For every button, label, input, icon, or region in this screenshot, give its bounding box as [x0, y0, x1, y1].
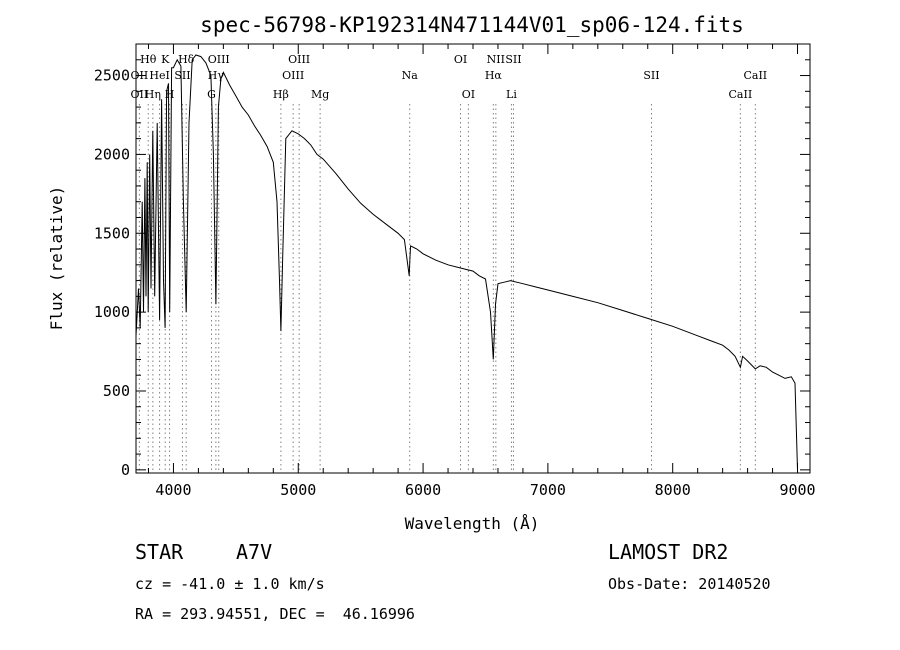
line-marker-label: K	[161, 53, 170, 66]
line-marker-label: Hγ	[208, 69, 225, 82]
object-class: STAR	[135, 540, 184, 564]
axis-ticks: 4000 5000 6000 7000 8000 9000 0 500 1000 1500 2000…	[94, 44, 816, 499]
line-marker-label: OIII	[288, 53, 310, 66]
x-tick-label: 4000	[155, 481, 191, 499]
x-tick-label: 6000	[405, 481, 441, 499]
line-marker-label: CaII	[743, 69, 767, 82]
y-tick-label: 0	[121, 461, 130, 479]
line-marker-label: SII	[643, 69, 659, 82]
line-marker-label: Hη	[145, 88, 161, 101]
line-marker-label: OI	[454, 53, 467, 66]
y-axis-label: Flux (relative)	[47, 186, 66, 331]
spectrum-series	[135, 54, 798, 470]
line-marker-label: SII	[505, 53, 521, 66]
line-marker-label: Hθ	[140, 53, 157, 66]
line-marker-label: OII	[131, 88, 149, 101]
line-marker-label: CaII	[729, 88, 753, 101]
y-tick-label: 2500	[94, 67, 130, 85]
line-marker-label: H	[165, 88, 175, 101]
redshift-value: cz = -41.0 ± 1.0 km/s	[135, 575, 325, 593]
chart-title: spec-56798-KP192314N471144V01_sp06-124.f…	[200, 13, 744, 37]
line-marker-label: OI	[462, 88, 475, 101]
line-marker-label: Li	[506, 88, 517, 101]
observation-date: Obs-Date: 20140520	[608, 575, 771, 593]
survey-name: LAMOST DR2	[608, 540, 729, 564]
line-marker-label: OIII	[208, 53, 230, 66]
x-axis-label: Wavelength (Å)	[405, 514, 540, 533]
line-marker-label: Hβ	[273, 88, 289, 101]
line-marker-label: Hα	[485, 69, 503, 82]
y-tick-label: 1000	[94, 303, 130, 321]
line-marker-label: NII	[487, 53, 505, 66]
y-tick-label: 2000	[94, 145, 130, 163]
y-tick-label: 500	[103, 382, 130, 400]
line-marker-label: SII	[174, 69, 190, 82]
coordinates: RA = 293.94551, DEC = 46.16996	[135, 605, 415, 623]
y-tick-label: 1500	[94, 224, 130, 242]
x-tick-label: 9000	[779, 481, 815, 499]
line-marker-label: Hδ	[178, 53, 195, 66]
line-marker-label: Mg	[311, 88, 329, 101]
plot-frame	[135, 43, 811, 474]
x-tick-label: 5000	[280, 481, 316, 499]
line-marker-label: OIII	[282, 69, 304, 82]
x-tick-label: 8000	[655, 481, 691, 499]
line-marker-label: Na	[402, 69, 419, 82]
object-subclass: A7V	[236, 540, 273, 564]
x-tick-label: 7000	[530, 481, 566, 499]
line-marker-label: HeI	[149, 69, 169, 82]
